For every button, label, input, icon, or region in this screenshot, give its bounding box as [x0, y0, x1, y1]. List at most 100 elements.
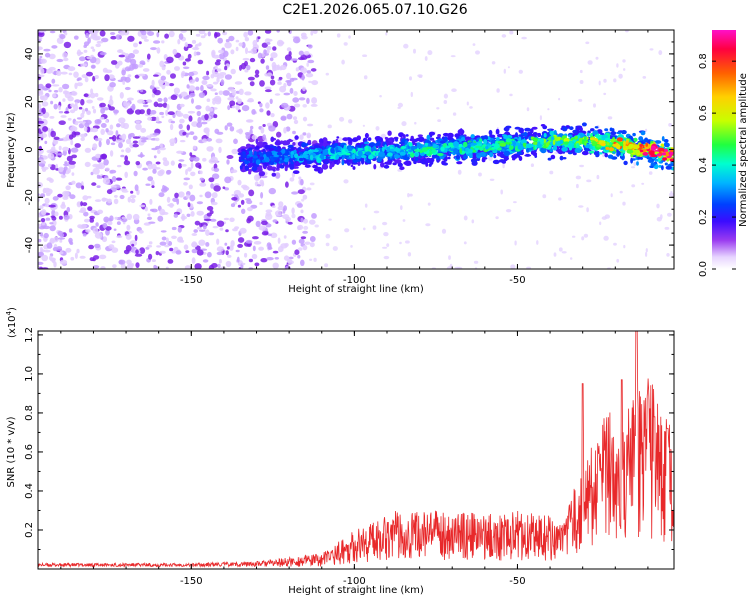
signal-blob	[632, 132, 636, 137]
noise-blob	[603, 92, 607, 96]
noise-blob	[303, 51, 310, 56]
noise-blob	[176, 198, 180, 205]
noise-blob	[656, 216, 662, 222]
noise-blob	[90, 54, 94, 58]
signal-blob	[553, 129, 557, 136]
signal-blob	[251, 166, 258, 172]
noise-blob	[149, 198, 153, 205]
signal-blob	[263, 154, 267, 158]
noise-blob	[171, 250, 176, 254]
noise-blob	[60, 115, 67, 118]
noise-blob	[603, 235, 609, 241]
noise-blob	[216, 68, 222, 72]
noise-blob	[475, 50, 480, 55]
noise-blob	[162, 184, 166, 191]
noise-blob	[259, 80, 265, 87]
x-tick-label: -100	[343, 275, 366, 286]
noise-blob	[452, 112, 457, 116]
noise-blob	[100, 107, 105, 114]
noise-blob	[214, 31, 218, 39]
noise-blob	[227, 86, 235, 92]
noise-blob	[126, 108, 134, 115]
noise-blob	[206, 212, 212, 217]
noise-blob	[188, 115, 193, 122]
noise-blob	[39, 95, 45, 100]
noise-blob	[293, 119, 299, 125]
noise-blob	[48, 255, 53, 261]
signal-blob	[273, 157, 278, 160]
noise-blob	[238, 193, 245, 198]
noise-blob	[633, 162, 637, 166]
noise-blob	[593, 103, 596, 108]
noise-blob	[180, 30, 187, 33]
noise-blob	[380, 133, 387, 139]
noise-blob	[110, 35, 117, 40]
noise-blob	[216, 251, 223, 256]
noise-blob	[274, 93, 281, 96]
signal-blob	[664, 162, 668, 166]
noise-blob	[211, 49, 216, 57]
noise-blob	[281, 102, 289, 109]
noise-blob	[332, 246, 338, 251]
noise-blob	[325, 72, 329, 76]
noise-blob	[478, 172, 482, 177]
noise-blob	[159, 60, 165, 68]
spectrogram-x-ticks: -150 -100 -50	[60, 30, 649, 286]
noise-blob	[348, 35, 351, 39]
noise-blob	[74, 143, 81, 148]
noise-blob	[526, 266, 531, 269]
signal-blob	[516, 151, 523, 155]
noise-blob	[159, 147, 167, 151]
signal-blob	[441, 160, 446, 166]
noise-blob	[213, 157, 218, 164]
noise-blob	[239, 64, 242, 71]
noise-blob	[138, 41, 142, 45]
signal-blob	[483, 139, 488, 145]
noise-blob	[111, 176, 117, 183]
signal-blob	[650, 162, 656, 167]
signal-blob	[596, 144, 602, 148]
noise-blob	[631, 184, 636, 188]
noise-blob	[585, 41, 590, 45]
noise-blob	[155, 116, 160, 123]
noise-blob	[163, 97, 168, 103]
noise-blob	[301, 74, 305, 81]
noise-blob	[38, 120, 45, 124]
signal-blob	[439, 140, 445, 144]
noise-blob	[151, 179, 155, 187]
colorbar-gradient	[712, 30, 736, 269]
noise-blob	[297, 247, 303, 251]
noise-blob	[139, 247, 146, 255]
noise-blob	[147, 53, 151, 60]
signal-blob	[647, 159, 653, 163]
signal-blob	[248, 171, 252, 175]
signal-blob	[525, 143, 533, 148]
noise-blob	[166, 169, 172, 175]
noise-blob	[49, 148, 57, 154]
noise-blob	[227, 254, 232, 258]
signal-blob	[393, 147, 401, 152]
noise-blob	[210, 88, 217, 92]
noise-blob	[68, 160, 76, 165]
noise-blob	[212, 81, 219, 85]
noise-blob	[179, 103, 185, 108]
x-tick-label: -150	[180, 275, 203, 286]
noise-blob	[251, 135, 258, 140]
noise-blob	[84, 122, 90, 128]
noise-blob	[259, 102, 263, 108]
snr-y-ticks: 0.2 0.4 0.6 0.8 1.0 1.2	[24, 327, 674, 550]
noise-blob	[268, 187, 276, 195]
noise-blob	[40, 133, 48, 139]
noise-blob	[264, 30, 272, 34]
noise-blob	[195, 51, 201, 56]
noise-blob	[602, 153, 605, 158]
noise-blob	[210, 201, 218, 206]
noise-blob	[249, 81, 255, 87]
noise-blob	[184, 265, 192, 269]
signal-blob	[276, 163, 280, 170]
noise-blob	[113, 109, 119, 114]
noise-blob	[226, 122, 233, 127]
noise-blob	[521, 36, 527, 40]
noise-blob	[235, 104, 240, 111]
noise-blob	[134, 74, 140, 79]
